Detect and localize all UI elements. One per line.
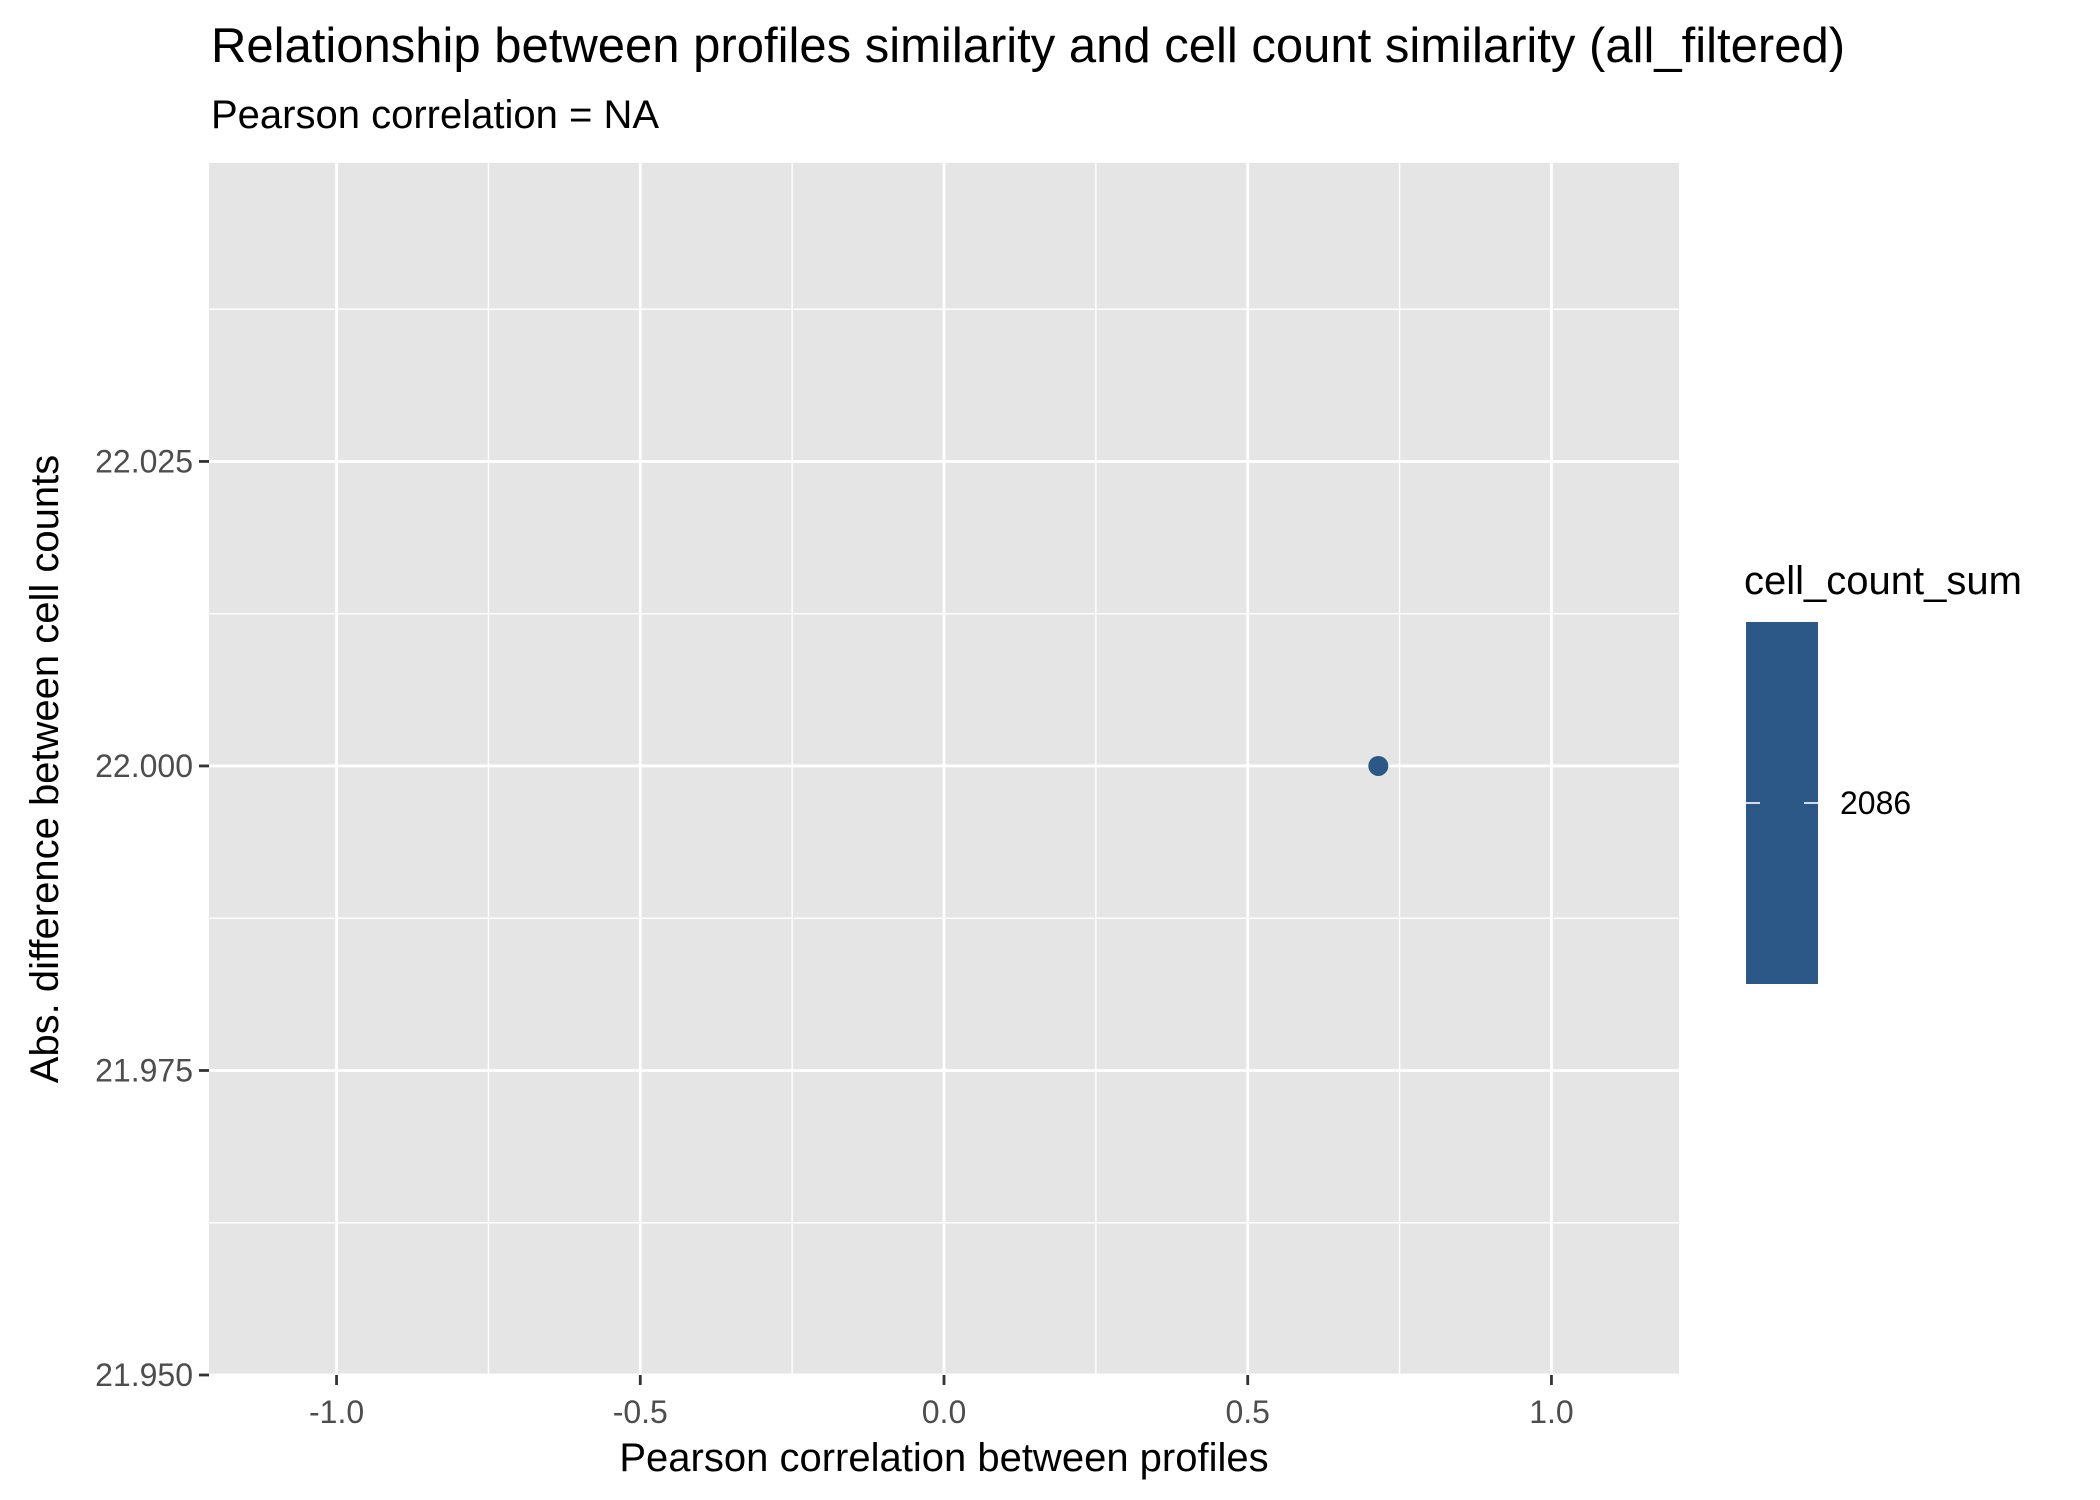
y-axis: 21.950 21.975 22.000 22.025: [95, 443, 209, 1393]
legend-title: cell_count_sum: [1744, 559, 2022, 603]
x-tick-label: 1.0: [1529, 1394, 1573, 1430]
y-axis-title: Abs. difference between cell counts: [23, 455, 67, 1084]
y-tick-label: 22.000: [95, 748, 193, 784]
x-axis-title: Pearson correlation between profiles: [619, 1436, 1268, 1480]
x-tick-label: -0.5: [613, 1394, 668, 1430]
legend-ticks: 2086: [1746, 785, 1911, 821]
data-points: [1368, 755, 1389, 776]
legend-label: 2086: [1840, 785, 1911, 821]
legend: cell_count_sum 2086: [1744, 559, 2022, 984]
data-point: [1368, 755, 1389, 776]
x-tick-label: 0.0: [922, 1394, 966, 1430]
x-axis: -1.0 -0.5 0.0 0.5 1.0: [309, 1375, 1574, 1430]
y-tick-label: 21.975: [95, 1052, 193, 1088]
y-tick-label: 22.025: [95, 443, 193, 479]
chart-subtitle: Pearson correlation = NA: [211, 93, 659, 137]
x-tick-label: -1.0: [309, 1394, 364, 1430]
chart-title: Relationship between profiles similarity…: [211, 19, 1845, 73]
y-tick-label: 21.950: [95, 1357, 193, 1393]
x-tick-label: 0.5: [1225, 1394, 1269, 1430]
